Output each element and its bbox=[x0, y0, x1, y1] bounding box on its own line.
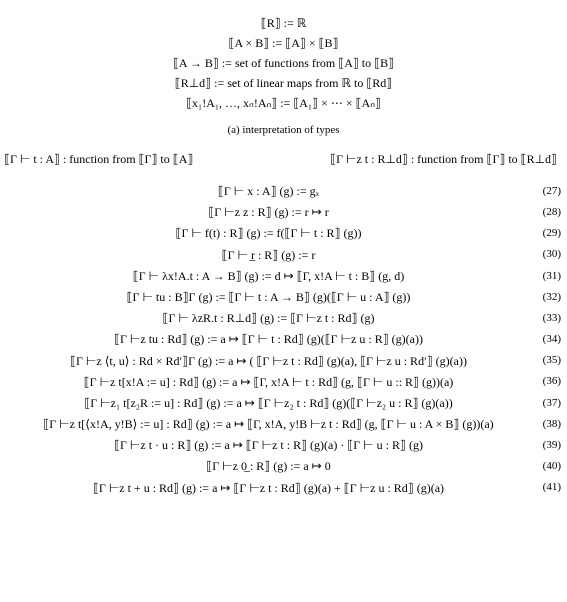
equation-number: (29) bbox=[533, 225, 563, 243]
type-def-row: ⟦x₁!A₁, …, xₙ!Aₙ⟧ := ⟦A₁⟧ × ⋯ × ⟦Aₙ⟧ bbox=[4, 94, 563, 112]
judgment-left: ⟦Γ ⊢ t : A⟧ : function from ⟦Γ⟧ to ⟦A⟧ bbox=[4, 150, 193, 168]
equation-row: ⟦Γ ⊢z t[x!A := u] : Rd⟧ (g) := a ↦ ⟦Γ, x… bbox=[4, 373, 563, 392]
equation-number: (40) bbox=[533, 458, 563, 476]
equation-text: ⟦Γ ⊢z z : R⟧ (g) := r ↦ r bbox=[4, 203, 533, 222]
equation-row: ⟦Γ ⊢z ⟨t, u⟩ : Rd × Rd′⟧Γ (g) := a ↦ ( ⟦… bbox=[4, 352, 563, 371]
equation-text: ⟦Γ ⊢z ⟨t, u⟩ : Rd × Rd′⟧Γ (g) := a ↦ ( ⟦… bbox=[4, 352, 533, 371]
equation-text: ⟦Γ ⊢ tu : B⟧Γ (g) := ⟦Γ ⊢ t : A → B⟧ (g)… bbox=[4, 288, 533, 307]
equation-row: ⟦Γ ⊢ x : A⟧ (g) := gₓ(27) bbox=[4, 182, 563, 201]
equation-text: ⟦Γ ⊢z t + u : Rd⟧ (g) := a ↦ ⟦Γ ⊢z t : R… bbox=[4, 479, 533, 498]
equation-text: ⟦Γ ⊢ f(t) : R⟧ (g) := f(⟦Γ ⊢ t : R⟧ (g)) bbox=[4, 224, 533, 243]
equation-row: ⟦Γ ⊢ r̲ : R⟧ (g) := r(30) bbox=[4, 246, 563, 265]
type-def-row: ⟦R⟧ := ℝ bbox=[4, 14, 563, 32]
equation-number: (37) bbox=[533, 395, 563, 413]
equation-text: ⟦Γ ⊢z t[x!A := u] : Rd⟧ (g) := a ↦ ⟦Γ, x… bbox=[4, 373, 533, 392]
equation-text: ⟦Γ ⊢z₁ t[z₂R := u] : Rd⟧ (g) := a ↦ ⟦Γ ⊢… bbox=[4, 394, 533, 413]
type-interpretation-block: ⟦R⟧ := ℝ ⟦A × B⟧ := ⟦A⟧ × ⟦B⟧ ⟦A → B⟧ :=… bbox=[4, 14, 563, 112]
equation-number: (34) bbox=[533, 331, 563, 349]
equation-text: ⟦Γ ⊢z t · u : R⟧ (g) := a ↦ ⟦Γ ⊢z t : R⟧… bbox=[4, 436, 533, 455]
equation-text: ⟦Γ ⊢z 0̲ : R⟧ (g) := a ↦ 0 bbox=[4, 457, 533, 476]
equation-number: (32) bbox=[533, 289, 563, 307]
equation-row: ⟦Γ ⊢z tu : Rd⟧ (g) := a ↦ ⟦Γ ⊢ t : Rd⟧ (… bbox=[4, 330, 563, 349]
equation-row: ⟦Γ ⊢z t[⟨x!A, y!B⟩ := u] : Rd⟧ (g) := a … bbox=[4, 415, 563, 434]
equation-number: (39) bbox=[533, 437, 563, 455]
equation-text: ⟦Γ ⊢z t[⟨x!A, y!B⟩ := u] : Rd⟧ (g) := a … bbox=[4, 415, 533, 434]
equation-number: (36) bbox=[533, 373, 563, 391]
equation-number: (27) bbox=[533, 183, 563, 201]
equation-number: (31) bbox=[533, 268, 563, 286]
equation-list: ⟦Γ ⊢ x : A⟧ (g) := gₓ(27) ⟦Γ ⊢z z : R⟧ (… bbox=[4, 182, 563, 498]
equation-text: ⟦Γ ⊢ λzR.t : R⊥d⟧ (g) := ⟦Γ ⊢z t : Rd⟧ (… bbox=[4, 309, 533, 328]
equation-number: (38) bbox=[533, 416, 563, 434]
equation-text: ⟦Γ ⊢ λx!A.t : A → B⟧ (g) := d ↦ ⟦Γ, x!A … bbox=[4, 267, 533, 286]
type-interpretation-caption: (a) interpretation of types bbox=[4, 124, 563, 136]
equation-text: ⟦Γ ⊢ x : A⟧ (g) := gₓ bbox=[4, 182, 533, 201]
equation-row: ⟦Γ ⊢z₁ t[z₂R := u] : Rd⟧ (g) := a ↦ ⟦Γ ⊢… bbox=[4, 394, 563, 413]
equation-row: ⟦Γ ⊢ λx!A.t : A → B⟧ (g) := d ↦ ⟦Γ, x!A … bbox=[4, 267, 563, 286]
equation-number: (41) bbox=[533, 479, 563, 497]
equation-row: ⟦Γ ⊢z t · u : R⟧ (g) := a ↦ ⟦Γ ⊢z t : R⟧… bbox=[4, 436, 563, 455]
equation-number: (33) bbox=[533, 310, 563, 328]
equation-row: ⟦Γ ⊢z z : R⟧ (g) := r ↦ r(28) bbox=[4, 203, 563, 222]
type-def-row: ⟦A → B⟧ := set of functions from ⟦A⟧ to … bbox=[4, 54, 563, 72]
equation-row: ⟦Γ ⊢z 0̲ : R⟧ (g) := a ↦ 0(40) bbox=[4, 457, 563, 476]
equation-row: ⟦Γ ⊢z t + u : Rd⟧ (g) := a ↦ ⟦Γ ⊢z t : R… bbox=[4, 479, 563, 498]
type-def-row: ⟦A × B⟧ := ⟦A⟧ × ⟦B⟧ bbox=[4, 34, 563, 52]
equation-text: ⟦Γ ⊢ r̲ : R⟧ (g) := r bbox=[4, 246, 533, 265]
equation-row: ⟦Γ ⊢ f(t) : R⟧ (g) := f(⟦Γ ⊢ t : R⟧ (g))… bbox=[4, 224, 563, 243]
equation-number: (30) bbox=[533, 246, 563, 264]
equation-text: ⟦Γ ⊢z tu : Rd⟧ (g) := a ↦ ⟦Γ ⊢ t : Rd⟧ (… bbox=[4, 330, 533, 349]
judgment-right: ⟦Γ ⊢z t : R⊥d⟧ : function from ⟦Γ⟧ to ⟦R… bbox=[330, 150, 563, 168]
judgment-interpretations: ⟦Γ ⊢ t : A⟧ : function from ⟦Γ⟧ to ⟦A⟧ ⟦… bbox=[4, 150, 563, 168]
equation-number: (28) bbox=[533, 204, 563, 222]
equation-row: ⟦Γ ⊢ tu : B⟧Γ (g) := ⟦Γ ⊢ t : A → B⟧ (g)… bbox=[4, 288, 563, 307]
equation-row: ⟦Γ ⊢ λzR.t : R⊥d⟧ (g) := ⟦Γ ⊢z t : Rd⟧ (… bbox=[4, 309, 563, 328]
type-def-row: ⟦R⊥d⟧ := set of linear maps from ℝ to ⟦R… bbox=[4, 74, 563, 92]
equation-number: (35) bbox=[533, 352, 563, 370]
